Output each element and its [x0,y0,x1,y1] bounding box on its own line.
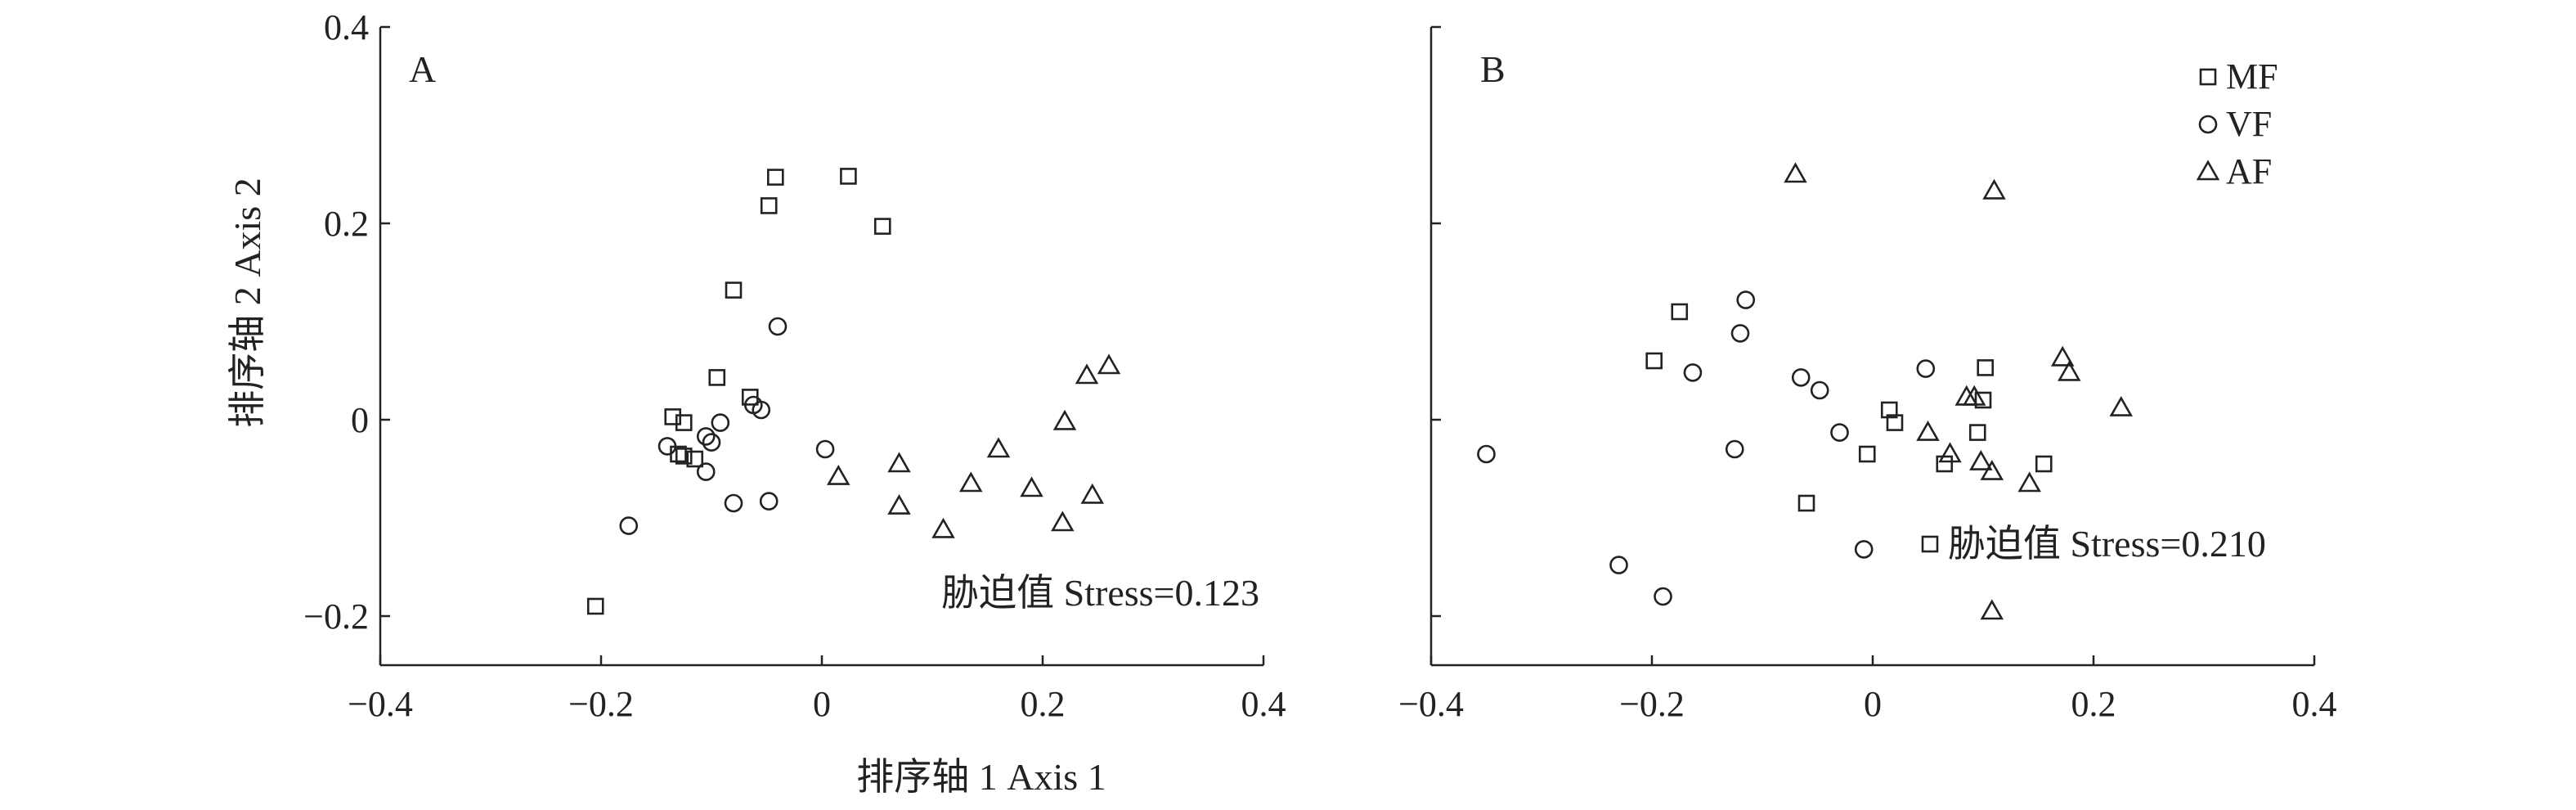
point-vf [1791,368,1811,387]
x-tick-label: 0.2 [1021,684,1066,724]
stress-marker [1921,535,1939,553]
point-vf [1683,363,1703,382]
point-mf [760,197,778,214]
point-vf [724,493,743,513]
point-af [827,464,850,485]
point-mf [586,597,604,615]
point-mf [686,450,704,468]
legend-label-af: AF [2226,151,2272,191]
point-vf [1916,359,1936,378]
point-mf [675,448,693,465]
stress-annotation: 胁迫值 Stress=0.210 [1948,523,2266,565]
x-tick-label: −0.4 [1398,684,1464,724]
point-vf [1854,540,1874,559]
point-mf [1797,494,1815,512]
point-mf [1645,352,1663,370]
point-af [959,471,983,493]
point-mf [1936,455,1954,473]
point-mf [1858,445,1876,463]
panel-label: B [1480,48,1506,90]
point-vf [711,413,730,432]
point-af [1051,511,1075,532]
point-mf [725,281,743,299]
point-af [2050,345,2075,367]
point-af [931,517,955,538]
point-vf [768,317,788,336]
point-af [1980,599,2004,620]
point-mf [664,408,682,425]
point-mf [1886,414,1904,431]
point-mf [840,168,857,185]
panel-label: A [409,48,436,90]
point-af [1916,420,1940,441]
x-tick-label: −0.2 [568,684,634,724]
x-tick-label: 0.4 [1241,684,1286,724]
legend-label-mf: MF [2226,56,2278,97]
x-axis-title: 排序轴 1 Axis 1 [856,756,1106,798]
point-vf [696,427,716,446]
point-vf [752,400,771,420]
point-af [1938,442,1962,463]
legend-marker-vf [2198,115,2218,134]
point-vf [1609,556,1628,574]
y-tick-label: 0.4 [324,7,369,47]
point-af [1097,353,1121,375]
point-af [1784,162,1807,183]
point-vf [1830,423,1849,442]
point-mf [766,169,784,186]
point-vf [815,439,835,459]
y-tick-label: −0.2 [303,596,369,637]
point-vf [1725,439,1744,459]
point-af [887,452,911,473]
point-mf [675,414,693,431]
point-mf [1974,391,1992,409]
point-af [986,437,1011,458]
panel-b: −0.4 −0.2 0 0.2 0.4 B 胁迫值 Stress=0.210 MF VF AF [1398,25,2337,724]
point-mf [2035,455,2053,473]
point-vf [1654,587,1672,606]
x-tick-label: −0.2 [1619,684,1685,724]
y-tick-label: 0.2 [324,204,369,244]
point-af [887,493,911,515]
x-tick-label: 0.4 [2292,684,2337,724]
legend-marker-af [2196,160,2220,181]
point-af [1075,363,1099,385]
panel-a: −0.4 −0.2 0 0.2 0.4 −0.2 0 0.2 0.4 A 胁迫值 Stress=0.… [303,7,1286,724]
x-tick-label: −0.4 [348,684,413,724]
point-vf [702,433,721,452]
point-vf [1730,324,1750,343]
point-vf [1810,380,1829,400]
x-tick-label: 0 [813,684,831,724]
point-mf [1671,303,1689,321]
y-tick-label: 0 [351,400,369,440]
point-mf [873,218,891,235]
point-mf [1968,424,1986,441]
point-vf [759,492,779,511]
point-vf [619,516,639,535]
point-mf [1977,359,1994,376]
point-mf [1880,401,1898,419]
point-vf [1477,444,1496,464]
point-af [2109,395,2133,416]
point-vf [1736,290,1756,309]
point-mf [708,369,726,386]
legend-label-vf: VF [2226,104,2272,144]
point-af [1980,459,2004,480]
point-af [1969,449,1993,470]
point-af [1982,178,2006,200]
point-af [1080,483,1104,504]
point-af [1052,409,1077,430]
point-vf [657,437,677,456]
point-af [2017,471,2041,493]
point-vf [696,462,716,481]
y-axis-title: 排序轴 2 Axis 2 [227,178,268,427]
point-af [2058,360,2081,381]
stress-annotation: 胁迫值 Stress=0.123 [941,572,1259,614]
point-af [1962,385,1986,406]
legend-marker-mf [2199,68,2217,86]
x-tick-label: 0.2 [2071,684,2116,724]
point-af [1020,476,1043,497]
x-tick-label: 0 [1864,684,1882,724]
